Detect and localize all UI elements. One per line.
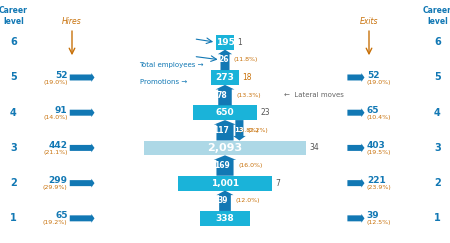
Polygon shape — [70, 73, 94, 82]
Text: 2: 2 — [10, 178, 17, 188]
Text: Hires: Hires — [62, 17, 82, 26]
Text: 1: 1 — [237, 38, 242, 47]
Text: Exits: Exits — [360, 17, 378, 26]
Polygon shape — [347, 73, 365, 82]
Polygon shape — [214, 155, 236, 176]
Polygon shape — [70, 214, 94, 223]
Text: (19.0%): (19.0%) — [367, 79, 391, 85]
Text: (19.5%): (19.5%) — [367, 150, 391, 155]
Polygon shape — [347, 214, 365, 223]
Text: (10.4%): (10.4%) — [367, 115, 391, 120]
Text: Promotions →: Promotions → — [140, 79, 187, 85]
Text: (16.0%): (16.0%) — [238, 163, 262, 168]
Text: 5: 5 — [10, 72, 17, 82]
Text: 52: 52 — [367, 70, 379, 79]
Text: (21.1%): (21.1%) — [43, 150, 68, 155]
Text: 3: 3 — [434, 143, 441, 153]
Polygon shape — [216, 85, 234, 105]
Text: 39: 39 — [367, 211, 379, 220]
Bar — [178, 176, 272, 191]
Text: (14.0%): (14.0%) — [43, 115, 68, 120]
Text: (29.9%): (29.9%) — [43, 185, 68, 190]
Text: 299: 299 — [49, 176, 68, 185]
Polygon shape — [70, 144, 94, 152]
Text: 442: 442 — [49, 141, 68, 150]
Text: (12.5%): (12.5%) — [367, 220, 391, 226]
Text: 6: 6 — [434, 37, 441, 47]
Text: 1: 1 — [10, 213, 17, 223]
Text: 221: 221 — [367, 176, 386, 185]
Text: 65: 65 — [367, 106, 379, 115]
Text: 2: 2 — [434, 178, 441, 188]
Text: 23: 23 — [261, 108, 270, 117]
Text: (5.8%): (5.8%) — [238, 128, 259, 133]
Text: 52: 52 — [55, 70, 68, 79]
Text: Career
level: Career level — [423, 6, 450, 26]
Text: 6: 6 — [10, 37, 17, 47]
Text: (13.3%): (13.3%) — [236, 93, 261, 98]
Text: (11.8%): (11.8%) — [234, 57, 258, 62]
Text: 117: 117 — [214, 126, 230, 135]
Bar — [216, 35, 234, 50]
Bar — [144, 140, 306, 155]
Text: (19.0%): (19.0%) — [43, 79, 68, 85]
Text: (2.2%): (2.2%) — [247, 128, 268, 133]
Text: 4: 4 — [10, 108, 17, 118]
Text: 403: 403 — [367, 141, 386, 150]
Text: 39: 39 — [217, 196, 228, 205]
Text: 26: 26 — [218, 55, 229, 64]
Text: 13: 13 — [234, 127, 244, 133]
Text: 4: 4 — [434, 108, 441, 118]
Text: 338: 338 — [216, 214, 234, 223]
Polygon shape — [214, 120, 236, 140]
Text: 18: 18 — [243, 73, 252, 82]
Text: 2,093: 2,093 — [207, 143, 243, 153]
Bar — [200, 211, 250, 226]
Text: 78: 78 — [217, 91, 228, 100]
Text: (19.2%): (19.2%) — [43, 220, 68, 226]
Text: 91: 91 — [55, 106, 68, 115]
Text: (12.0%): (12.0%) — [235, 198, 260, 203]
Text: 5: 5 — [434, 72, 441, 82]
Text: Total employees →: Total employees → — [140, 62, 204, 68]
Polygon shape — [347, 108, 365, 117]
Text: 195: 195 — [216, 38, 234, 47]
Text: ←  Lateral moves: ← Lateral moves — [284, 92, 343, 98]
Polygon shape — [70, 108, 94, 117]
Text: 34: 34 — [309, 143, 319, 152]
Text: 1,001: 1,001 — [211, 179, 239, 188]
Bar — [211, 70, 239, 85]
Bar — [193, 105, 257, 120]
Text: (23.9%): (23.9%) — [367, 185, 392, 190]
Polygon shape — [347, 144, 365, 152]
Text: 169: 169 — [214, 161, 230, 170]
Polygon shape — [347, 179, 365, 188]
Polygon shape — [216, 191, 234, 211]
Text: 65: 65 — [55, 211, 68, 220]
Text: Career
level: Career level — [0, 6, 28, 26]
Text: 273: 273 — [216, 73, 234, 82]
Text: 1: 1 — [434, 213, 441, 223]
Text: 3: 3 — [10, 143, 17, 153]
Polygon shape — [70, 179, 94, 188]
Text: 7: 7 — [275, 179, 280, 188]
Polygon shape — [218, 50, 232, 70]
Text: 650: 650 — [216, 108, 234, 117]
Polygon shape — [233, 120, 246, 140]
